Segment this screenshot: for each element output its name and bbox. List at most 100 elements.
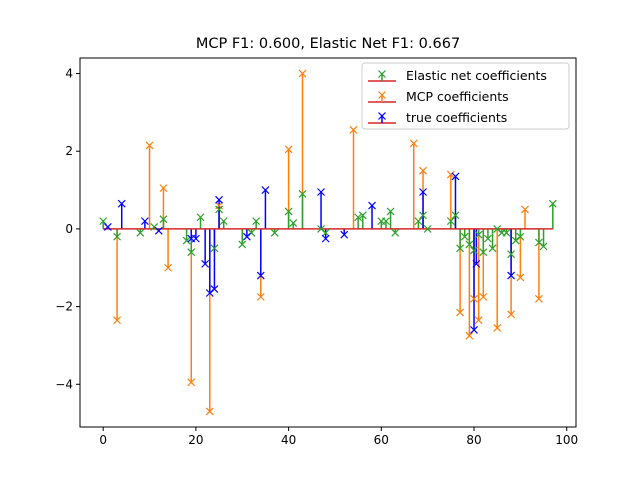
data-point-stroke-b bbox=[548, 199, 557, 208]
legend-marker-icon-stroke-b bbox=[378, 91, 386, 99]
legend-label: Elastic net coefficients bbox=[406, 68, 547, 83]
legend-item: MCP coefficients bbox=[368, 89, 509, 104]
data-point-stroke-b bbox=[154, 226, 163, 235]
data-point bbox=[456, 308, 465, 317]
y-tick-label: −2 bbox=[55, 300, 73, 314]
data-point-stroke-b bbox=[465, 240, 474, 249]
data-point bbox=[470, 294, 478, 303]
data-point-stroke-b bbox=[368, 201, 376, 210]
legend-marker-icon-stroke-b bbox=[378, 70, 386, 78]
data-point-stroke-b bbox=[187, 378, 196, 387]
data-point bbox=[159, 184, 168, 193]
data-point bbox=[256, 271, 265, 280]
stems-layer bbox=[102, 73, 554, 412]
data-point-stroke-b bbox=[516, 232, 525, 241]
data-point bbox=[298, 190, 307, 198]
data-point bbox=[386, 207, 395, 216]
data-point bbox=[270, 228, 279, 237]
data-point-stroke-b bbox=[210, 285, 219, 294]
x-tick-label: 80 bbox=[466, 433, 481, 447]
data-point-stroke-b bbox=[507, 310, 516, 319]
data-point bbox=[507, 271, 516, 280]
data-point bbox=[516, 232, 525, 241]
data-point bbox=[479, 248, 488, 257]
data-point-stroke-b bbox=[493, 324, 502, 332]
data-point-stroke-b bbox=[113, 316, 122, 325]
legend-marker-icon-stroke-b bbox=[378, 112, 386, 120]
data-point-stroke-b bbox=[196, 213, 205, 222]
legend-label: MCP coefficients bbox=[406, 89, 509, 104]
data-point bbox=[321, 234, 330, 243]
data-point-stroke-b bbox=[358, 211, 367, 220]
data-point bbox=[215, 195, 223, 204]
legend-label: true coefficients bbox=[406, 110, 507, 125]
data-point bbox=[256, 292, 265, 301]
data-point bbox=[205, 407, 214, 416]
y-tick-label: 2 bbox=[65, 144, 73, 158]
axes-layer: 0 20 40 60 80 100 −4 −2 0 2 4 bbox=[55, 57, 578, 447]
data-point-stroke-b bbox=[159, 215, 168, 224]
data-point-stroke-b bbox=[479, 292, 488, 301]
data-point bbox=[493, 324, 502, 332]
data-point bbox=[238, 240, 247, 249]
data-point bbox=[117, 199, 126, 208]
data-point-stroke-b bbox=[238, 240, 247, 249]
data-point-stroke-b bbox=[289, 219, 298, 228]
data-point-stroke-b bbox=[270, 228, 279, 237]
data-point bbox=[539, 242, 548, 251]
data-point bbox=[456, 244, 465, 253]
data-point-stroke-b bbox=[470, 294, 478, 303]
data-point-stroke-b bbox=[252, 217, 261, 226]
data-point-stroke-b bbox=[534, 238, 543, 247]
data-point-stroke-b bbox=[99, 217, 108, 226]
markers-layer bbox=[99, 69, 557, 416]
data-point bbox=[472, 259, 481, 268]
data-point bbox=[474, 316, 483, 325]
data-point-stroke-b bbox=[451, 211, 460, 220]
data-point bbox=[516, 273, 525, 282]
data-point-stroke-b bbox=[470, 325, 478, 334]
data-point bbox=[113, 316, 122, 325]
data-point-stroke-b bbox=[423, 224, 432, 233]
data-point-stroke-b bbox=[446, 217, 455, 226]
data-point-stroke-b bbox=[409, 139, 418, 148]
data-point-stroke-b bbox=[534, 294, 543, 303]
data-point-stroke-b bbox=[145, 141, 154, 150]
legend-box bbox=[361, 62, 570, 130]
data-point bbox=[201, 259, 210, 268]
data-point-stroke-b bbox=[419, 188, 427, 196]
data-point-stroke-b bbox=[465, 331, 474, 340]
data-point bbox=[484, 234, 492, 243]
data-point-stroke-b bbox=[493, 224, 502, 233]
data-point bbox=[103, 223, 112, 231]
data-point-stroke-b bbox=[419, 166, 427, 175]
data-point-stroke-b bbox=[215, 195, 223, 204]
data-point bbox=[465, 240, 474, 249]
data-point-stroke-b bbox=[451, 172, 460, 181]
data-point bbox=[446, 217, 455, 226]
data-point bbox=[521, 205, 529, 214]
data-point bbox=[196, 213, 205, 222]
data-point bbox=[502, 228, 511, 237]
x-tick-label: 60 bbox=[374, 433, 389, 447]
data-point bbox=[140, 217, 149, 226]
data-point-stroke-b bbox=[219, 217, 228, 226]
y-tick-label: 0 bbox=[65, 222, 73, 236]
data-point bbox=[159, 215, 168, 224]
data-point bbox=[460, 232, 469, 241]
data-point-stroke-b bbox=[460, 232, 469, 241]
data-point bbox=[210, 244, 219, 253]
data-point-stroke-b bbox=[502, 228, 511, 237]
data-point bbox=[474, 230, 483, 239]
data-point bbox=[479, 292, 488, 301]
data-point-stroke-b bbox=[242, 232, 251, 241]
data-point-stroke-b bbox=[187, 248, 196, 257]
data-point-stroke-b bbox=[117, 199, 126, 208]
data-point bbox=[284, 207, 293, 216]
data-point-stroke-b bbox=[317, 224, 325, 233]
data-point-stroke-b bbox=[164, 263, 172, 272]
data-point bbox=[210, 285, 219, 294]
data-point bbox=[99, 217, 108, 226]
data-point-stroke-b bbox=[136, 228, 145, 237]
chart-title: MCP F1: 0.600, Elastic Net F1: 0.667 bbox=[196, 36, 460, 52]
